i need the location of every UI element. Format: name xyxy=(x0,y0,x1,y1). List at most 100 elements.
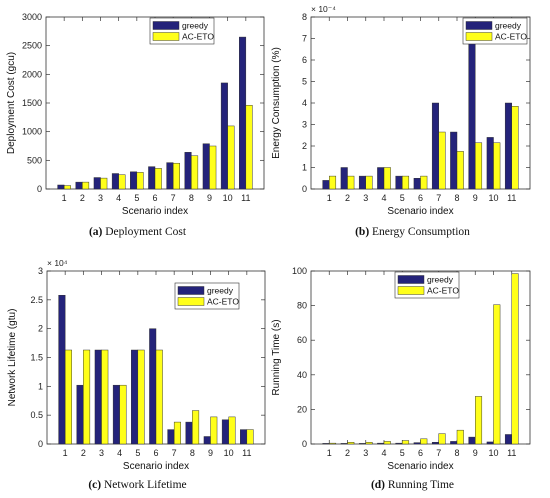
bar-greedy xyxy=(504,102,512,190)
legend-swatch-ac-eto xyxy=(152,32,180,41)
y-tick-label: 3000 xyxy=(22,12,42,22)
bar-greedy xyxy=(149,328,157,445)
x-tick-label: 11 xyxy=(507,448,516,458)
y-axis-multiplier: × 10⁴ xyxy=(47,258,68,268)
bar-greedy xyxy=(240,429,248,445)
bar-ac-eto xyxy=(329,175,337,190)
bar-ac-eto xyxy=(83,349,91,445)
x-tick-label: 3 xyxy=(363,193,368,203)
y-tick-label: 0 xyxy=(38,439,43,449)
bar-ac-eto xyxy=(246,429,254,445)
x-tick-label: 2 xyxy=(81,448,86,458)
bar-ac-eto xyxy=(191,155,199,190)
y-axis-multiplier: × 10⁻⁴ xyxy=(311,4,336,14)
x-tick-label: 5 xyxy=(135,448,140,458)
x-tick-label: 7 xyxy=(171,193,176,203)
legend-label-greedy: greedy xyxy=(182,21,209,31)
bar-ac-eto xyxy=(511,273,519,445)
x-tick-label: 11 xyxy=(241,193,250,203)
bar-greedy xyxy=(358,175,366,190)
bar-greedy xyxy=(413,178,421,190)
caption-a-letter: (a) xyxy=(88,226,103,238)
bar-greedy xyxy=(130,171,138,190)
bar-ac-eto xyxy=(118,174,126,190)
x-axis-label: Scenario index xyxy=(123,461,189,472)
legend-swatch-ac-eto xyxy=(397,286,425,295)
bar-ac-eto xyxy=(365,442,373,445)
y-tick-label: 20 xyxy=(297,404,307,414)
x-tick-label: 10 xyxy=(224,448,234,458)
x-axis-label: Scenario index xyxy=(387,206,453,217)
chart-a: 0 500 1000 1500 2000 2500 3000 1 2 3 4 5 6 7 8 9 10 11 Sce… xyxy=(6,12,265,217)
legend-swatch-greedy xyxy=(397,275,425,284)
bar-ac-eto xyxy=(210,416,218,445)
bar-greedy xyxy=(57,184,65,190)
caption-b: (b) Energy Consumption xyxy=(275,226,550,238)
x-tick-label: 8 xyxy=(454,193,459,203)
bar-greedy xyxy=(112,384,120,445)
x-tick-label: 6 xyxy=(153,448,158,458)
y-tick-label: 0 xyxy=(302,184,307,194)
bar-greedy xyxy=(468,25,476,190)
bar-greedy xyxy=(504,434,512,445)
y-tick-label: 6 xyxy=(302,55,307,65)
y-tick-label: 8 xyxy=(302,12,307,22)
caption-c-text: Network Lifetime xyxy=(103,479,187,491)
chart-d: 0 20 40 60 80 100 1 2 3 4 5 6 7 8 9 10 11 Scenario index R… xyxy=(271,266,531,472)
bar-greedy xyxy=(203,436,211,445)
x-tick-label: 8 xyxy=(189,193,194,203)
x-tick-label: 2 xyxy=(80,193,85,203)
y-tick-label: 1000 xyxy=(22,127,42,137)
x-tick-label: 10 xyxy=(223,193,233,203)
y-tick-label: 3 xyxy=(38,266,43,276)
bar-ac-eto xyxy=(438,131,446,190)
caption-d-letter: (d) xyxy=(370,479,386,491)
bar-ac-eto xyxy=(172,162,180,190)
bar-greedy xyxy=(202,143,210,190)
bar-greedy xyxy=(221,419,229,445)
y-axis-label: Deployment Cost (gcu) xyxy=(6,52,17,154)
y-tick-label: 60 xyxy=(297,335,307,345)
x-tick-label: 9 xyxy=(208,448,213,458)
x-axis-label: Scenario index xyxy=(122,206,188,217)
x-tick-label: 4 xyxy=(381,448,386,458)
caption-c-letter: (c) xyxy=(88,479,102,491)
bar-greedy xyxy=(148,166,156,190)
y-tick-label: 500 xyxy=(27,155,42,165)
bar-ac-eto xyxy=(402,440,410,445)
bar-ac-eto xyxy=(155,349,163,445)
y-tick-label: 7 xyxy=(302,34,307,44)
bar-ac-eto xyxy=(383,167,391,190)
y-tick-label: 1 xyxy=(38,381,43,391)
y-axis-label: Network Lifetime (gtu) xyxy=(7,309,18,407)
chart-b: 0 1 2 3 4 5 6 7 8 1 2 3 4 5 6 7 8 9 10 11 Scenario index Ener… xyxy=(271,4,531,217)
x-tick-label: 5 xyxy=(400,448,405,458)
bar-ac-eto xyxy=(456,429,464,445)
bar-ac-eto xyxy=(456,151,464,190)
bar-ac-eto xyxy=(420,175,428,190)
y-tick-label: 2 xyxy=(38,324,43,334)
x-tick-label: 5 xyxy=(400,193,405,203)
x-tick-label: 3 xyxy=(99,448,104,458)
y-tick-label: 80 xyxy=(297,301,307,311)
bar-ac-eto xyxy=(475,396,483,445)
bar-ac-eto xyxy=(209,145,217,190)
bar-greedy xyxy=(58,294,66,445)
x-tick-label: 6 xyxy=(152,193,157,203)
bar-ac-eto xyxy=(192,410,200,445)
bar-ac-eto xyxy=(101,349,109,445)
bar-ac-eto xyxy=(347,175,355,190)
legend-swatch-ac-eto xyxy=(465,32,493,41)
bar-ac-eto xyxy=(119,384,127,445)
legend-swatch-greedy xyxy=(465,21,493,30)
bar-greedy xyxy=(450,441,458,445)
bar-ac-eto xyxy=(493,304,501,445)
x-tick-label: 11 xyxy=(242,448,251,458)
x-tick-label: 7 xyxy=(436,193,441,203)
y-tick-label: 0 xyxy=(302,439,307,449)
x-tick-label: 8 xyxy=(454,448,459,458)
bar-ac-eto xyxy=(63,185,71,190)
